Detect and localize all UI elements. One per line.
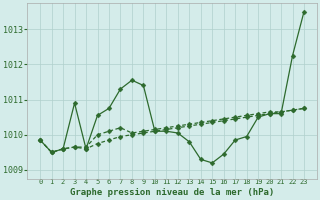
X-axis label: Graphe pression niveau de la mer (hPa): Graphe pression niveau de la mer (hPa) xyxy=(70,188,274,197)
